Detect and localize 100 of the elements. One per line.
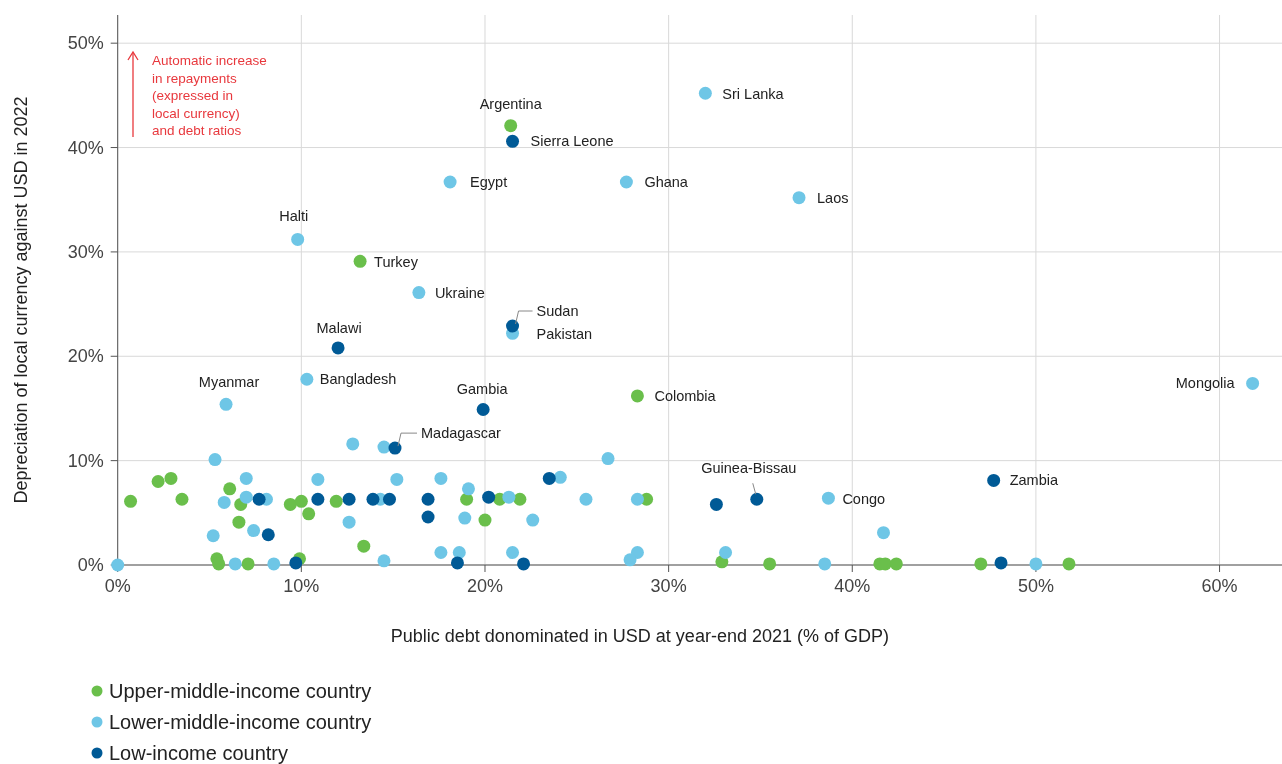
y-tick-label: 20% — [67, 346, 104, 367]
point — [151, 475, 165, 489]
point — [217, 495, 231, 509]
point — [452, 545, 466, 559]
annotation: Argentina — [479, 95, 543, 112]
legend-label: Lower-middle-income country — [109, 711, 372, 733]
point — [502, 490, 516, 504]
legend-label: Low-income country — [109, 742, 288, 764]
point — [388, 441, 402, 455]
point — [482, 490, 496, 504]
point — [461, 482, 475, 496]
annotation: Halti — [279, 208, 309, 225]
point — [504, 119, 518, 133]
point — [1062, 557, 1076, 571]
y-tick-label: 40% — [67, 137, 104, 158]
y-tick-label: 30% — [67, 241, 104, 262]
point — [974, 557, 988, 571]
annotation: Pakistan — [536, 326, 593, 343]
point — [542, 471, 556, 485]
point — [478, 513, 492, 527]
point — [750, 492, 764, 506]
point — [623, 553, 637, 567]
annotation: Sudan — [536, 303, 579, 320]
point — [329, 494, 343, 508]
point — [311, 492, 325, 506]
point — [460, 492, 474, 506]
annotation: Laos — [817, 189, 849, 206]
legend-label: Upper-middle-income country — [109, 680, 372, 702]
y-axis-title: Depreciation of local currency against USD in 2022 — [11, 96, 31, 504]
point — [517, 557, 531, 571]
y-tick-label: 50% — [67, 33, 104, 54]
annotation: Sri Lanka — [722, 86, 785, 103]
x-tick-label: 10% — [283, 576, 320, 596]
point — [241, 557, 255, 571]
point — [421, 492, 435, 506]
point — [630, 492, 644, 506]
point — [206, 529, 220, 543]
point — [443, 175, 457, 189]
annotation: Sierra Leone — [530, 133, 614, 150]
annotation: Ukraine — [434, 284, 485, 301]
annotation: Egypt — [470, 173, 508, 190]
point — [821, 491, 835, 505]
point — [342, 492, 356, 506]
point — [421, 510, 435, 524]
annotation: Myanmar — [198, 374, 260, 391]
point — [876, 526, 890, 540]
point — [302, 507, 316, 521]
point — [434, 471, 448, 485]
point — [175, 492, 189, 506]
point — [719, 545, 733, 559]
point — [579, 492, 593, 506]
point — [377, 554, 391, 568]
point — [366, 492, 380, 506]
x-tick-label: 40% — [834, 576, 871, 596]
point — [377, 440, 391, 454]
annotation: Turkey — [374, 254, 419, 271]
y-tick-label: 10% — [67, 450, 104, 471]
point — [261, 528, 275, 542]
point — [212, 557, 226, 571]
annotation: Gambia — [456, 381, 509, 398]
annotation: Mongolia — [1175, 375, 1236, 392]
point — [1029, 557, 1043, 571]
annotation: Ghana — [644, 173, 689, 190]
point — [208, 453, 222, 467]
point — [382, 492, 396, 506]
point — [390, 472, 404, 486]
annotation: Madagascar — [421, 425, 501, 442]
point — [357, 539, 371, 553]
point — [698, 86, 712, 100]
point — [506, 134, 520, 148]
point — [434, 545, 448, 559]
point — [247, 524, 261, 538]
point — [526, 513, 540, 527]
x-tick-label: 50% — [1017, 576, 1054, 596]
x-axis-title: Public debt donominated in USD at year-end 2021 (% of GDP) — [390, 626, 889, 646]
point — [219, 397, 233, 411]
annotation: Zambia — [1009, 472, 1059, 489]
point — [124, 494, 138, 508]
point — [311, 472, 325, 486]
point — [353, 254, 367, 268]
point — [994, 556, 1008, 570]
point — [239, 490, 253, 504]
point — [619, 175, 633, 189]
point — [987, 473, 1001, 487]
point — [630, 545, 644, 559]
annotation: Automatic increase in repayments (expressed in local currency) and debt ratios — [152, 53, 267, 138]
annotation: Congo — [842, 491, 886, 508]
point — [458, 511, 472, 525]
point — [300, 372, 314, 386]
point — [630, 389, 644, 403]
x-tick-label: 0% — [104, 576, 131, 596]
x-tick-label: 20% — [466, 576, 503, 596]
point — [513, 492, 527, 506]
point — [1246, 376, 1260, 390]
point — [506, 545, 520, 559]
point — [291, 232, 305, 246]
point — [164, 471, 178, 485]
point — [792, 191, 806, 205]
annotation: Malawi — [316, 319, 362, 336]
annotation: Colombia — [654, 387, 717, 404]
